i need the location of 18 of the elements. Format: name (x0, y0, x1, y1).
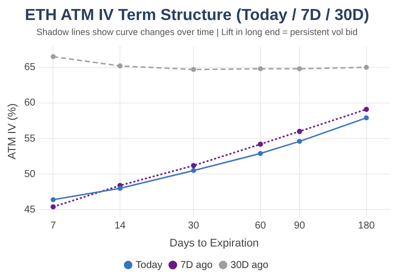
y-tick-label: 45 (24, 204, 36, 216)
x-tick-label: 90 (294, 220, 306, 232)
y-tick-label: 65 (24, 62, 36, 74)
legend-label: 30D ago (230, 260, 269, 271)
x-tick-label: 60 (254, 220, 266, 232)
chart-title: ETH ATM IV Term Structure (Today / 7D / 30D) (24, 7, 370, 24)
y-tick-label: 50 (24, 168, 36, 180)
y-tick-label: 60 (24, 98, 36, 109)
legend-label: Today (136, 260, 162, 271)
x-tick-label: 30 (188, 220, 200, 232)
x-axis-title: Days to Expiration (170, 237, 259, 250)
x-tick-label: 7 (50, 220, 56, 232)
y-tick-label: 55 (24, 133, 36, 144)
chart-subtitle: Shadow lines show curve changes over time | Lift in long end = persistent vol bid (36, 27, 358, 38)
legend-label: 7D ago (180, 260, 213, 271)
x-tick-label: 14 (114, 220, 126, 232)
x-tick-label: 180 (358, 220, 376, 232)
y-axis-title: ATM IV (%) (6, 103, 19, 160)
